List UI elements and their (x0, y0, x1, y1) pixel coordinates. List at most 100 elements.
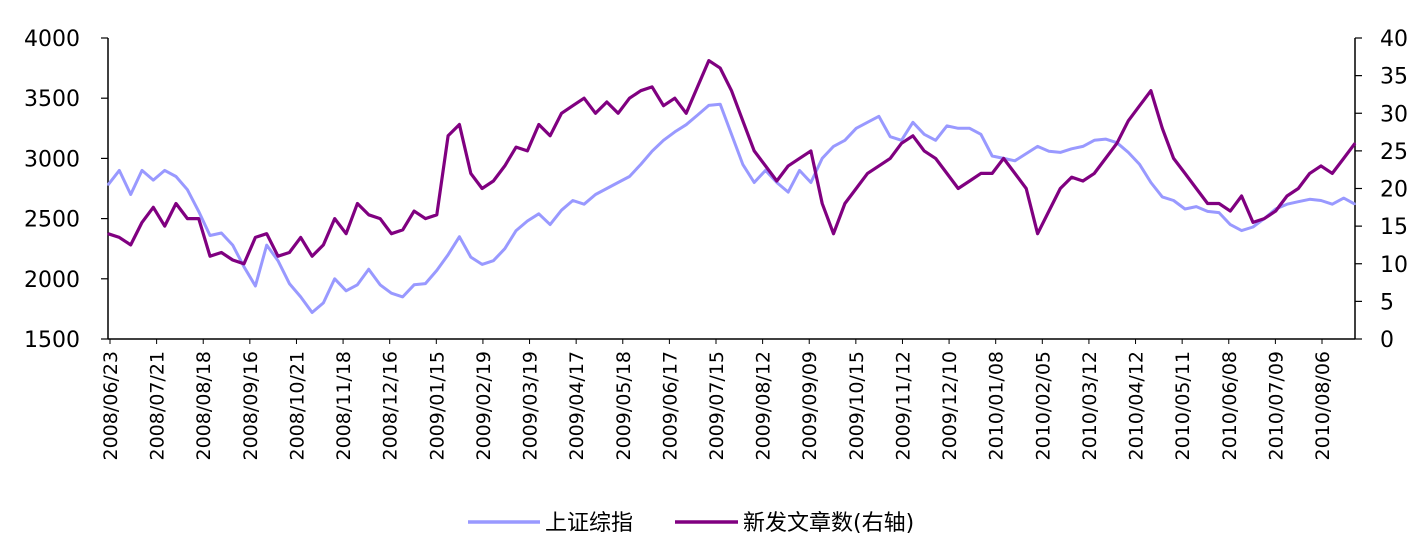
data-point (730, 89, 733, 92)
data-point (163, 225, 166, 227)
data-point (470, 172, 472, 175)
data-point (526, 220, 529, 222)
data-point (367, 214, 370, 216)
data-point (912, 121, 914, 124)
data-point (231, 244, 234, 246)
data-point (549, 135, 551, 137)
x-tick-label: 2010/04/12 (1126, 351, 1148, 461)
y-right-tick-label: 35 (1380, 65, 1408, 90)
x-tick-label: 2009/10/15 (846, 351, 868, 461)
data-point (878, 165, 880, 167)
x-tick-label: 2010/05/11 (1172, 351, 1194, 461)
data-point (617, 181, 619, 184)
data-point (583, 203, 585, 205)
data-point (197, 210, 200, 213)
x-tick-label: 2008/12/16 (380, 351, 402, 461)
data-point (231, 259, 234, 261)
data-point (980, 172, 982, 175)
data-point (118, 236, 121, 239)
y-right-tick-label: 40 (1380, 27, 1408, 52)
data-point (866, 172, 869, 175)
data-point (1195, 205, 1198, 208)
x-tick-label: 2010/02/05 (1032, 351, 1054, 461)
data-point (1138, 163, 1141, 166)
data-point (481, 187, 483, 190)
data-point (129, 193, 132, 196)
data-point (991, 172, 993, 175)
data-point (1104, 157, 1107, 160)
data-point (118, 169, 121, 172)
axes: 1500 2000 2500 3000 3500 4000 0 5 10 15 20 25 30 35 40… (24, 27, 1408, 461)
data-point (299, 296, 302, 298)
data-point (299, 236, 302, 239)
data-point (957, 127, 959, 130)
y-right-tick-label: 0 (1380, 328, 1394, 353)
x-tick-label: 2009/03/19 (520, 351, 542, 461)
data-point (220, 232, 223, 234)
data-point (470, 256, 472, 258)
y-left-tick-label: 1500 (24, 328, 80, 353)
data-point (254, 285, 257, 287)
data-point (855, 127, 857, 130)
series-points-1 (107, 59, 1356, 265)
data-point (1274, 210, 1277, 212)
y-right-tick-label: 20 (1380, 178, 1408, 203)
data-point (345, 232, 347, 235)
data-point (968, 180, 971, 182)
data-point (957, 187, 959, 190)
data-point (1240, 195, 1243, 197)
data-point (1048, 210, 1050, 212)
data-point (492, 259, 495, 262)
data-point (1320, 165, 1322, 167)
data-point (481, 263, 483, 266)
data-point (1184, 172, 1186, 175)
data-point (254, 236, 257, 239)
data-point (572, 104, 574, 107)
data-point (685, 112, 687, 115)
data-point (1150, 89, 1152, 92)
data-point (243, 263, 245, 265)
data-point (436, 214, 438, 216)
data-point (311, 311, 313, 314)
legend-label-0: 上证综指 (545, 511, 633, 536)
data-point (1070, 176, 1073, 178)
data-point (696, 86, 699, 88)
data-point (1342, 197, 1345, 199)
data-point (764, 165, 767, 167)
data-point (685, 123, 687, 126)
data-point (447, 253, 449, 256)
data-point (1286, 203, 1288, 205)
data-point (606, 101, 608, 103)
data-point (594, 112, 597, 115)
data-point (186, 188, 189, 191)
data-point (674, 131, 676, 133)
data-point (424, 217, 427, 220)
data-point (367, 268, 370, 271)
data-point (515, 146, 517, 148)
data-point (560, 112, 563, 115)
data-point (708, 59, 710, 62)
x-tick-label: 2010/01/08 (986, 351, 1008, 461)
data-point (900, 142, 903, 145)
data-point (220, 251, 223, 254)
data-point (1184, 208, 1186, 210)
series-points-0 (107, 103, 1356, 314)
data-point (390, 232, 393, 235)
data-point (1082, 180, 1084, 182)
data-point (1150, 181, 1152, 184)
data-point (900, 139, 903, 142)
data-point (572, 199, 574, 202)
data-point (515, 229, 517, 232)
x-tick-label: 2009/07/15 (706, 351, 728, 461)
data-point (1059, 187, 1062, 190)
data-point (413, 284, 415, 286)
data-point (1048, 150, 1050, 152)
x-tick-label: 2009/11/12 (892, 351, 914, 461)
data-point (1093, 172, 1096, 175)
data-point (662, 139, 665, 142)
x-tick-label: 2009/09/09 (799, 351, 821, 461)
data-point (1138, 104, 1141, 107)
data-point (1218, 211, 1220, 214)
x-tick-label: 2010/06/08 (1219, 351, 1241, 461)
data-point (401, 296, 404, 298)
